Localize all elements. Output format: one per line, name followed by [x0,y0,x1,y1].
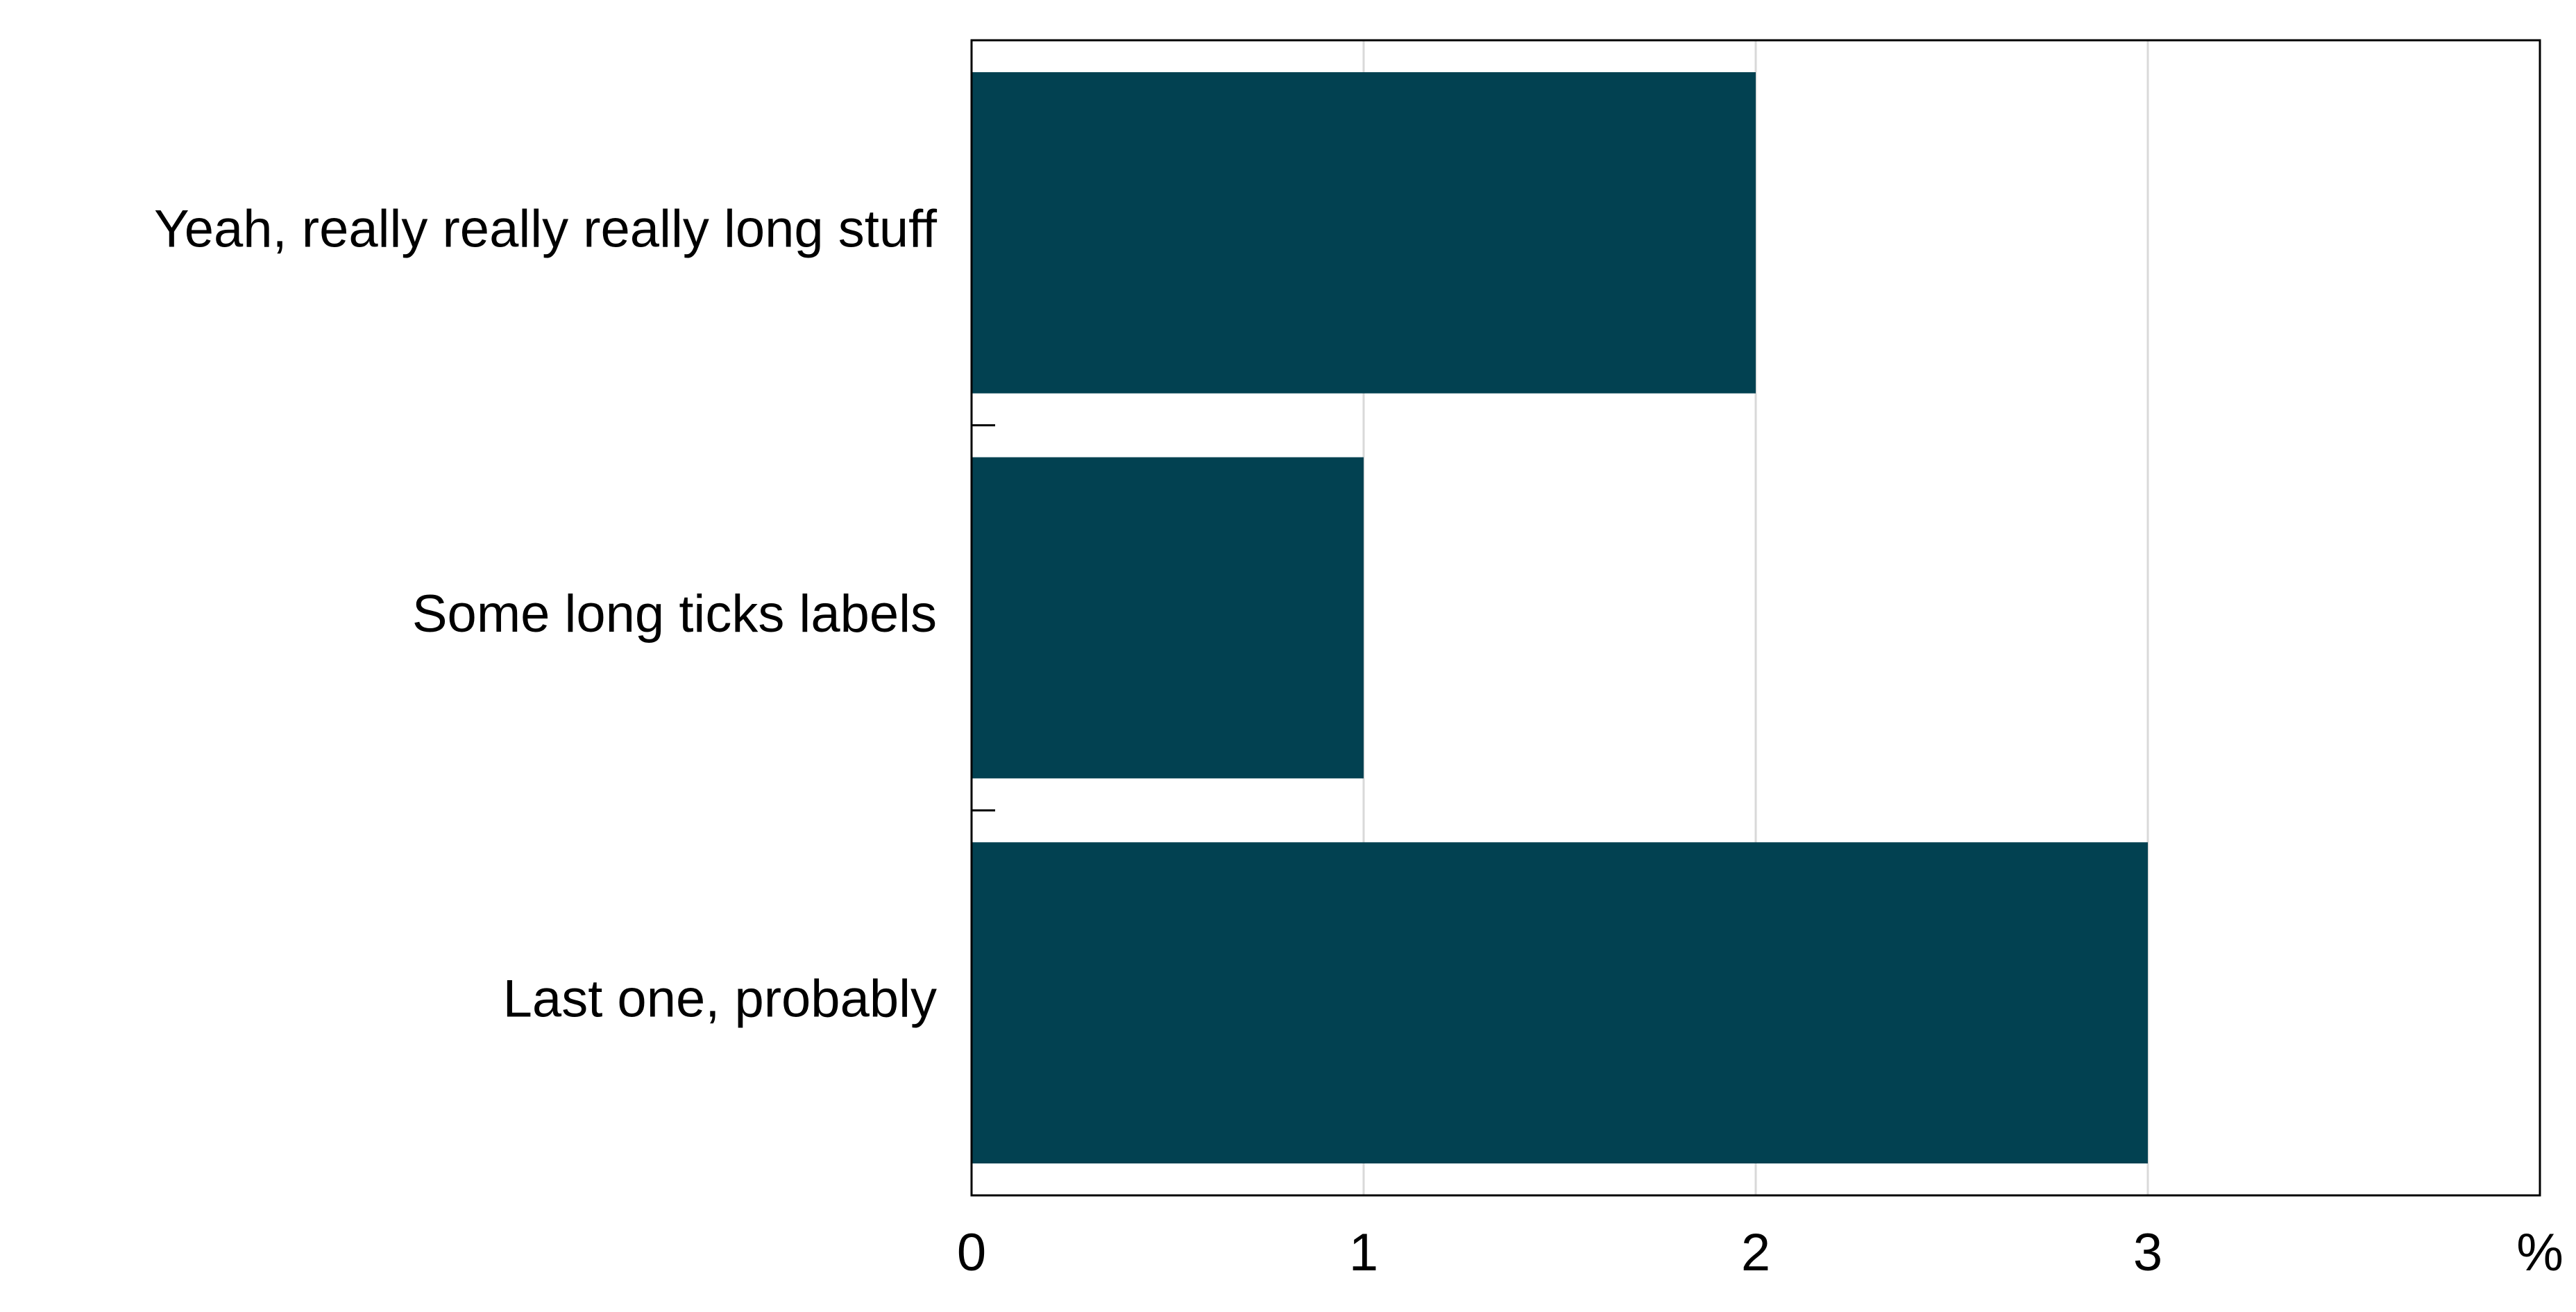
category-label-1: Some long ticks labels [412,584,937,644]
labels: Yeah, really really really long stuff Som… [154,199,2564,1282]
bar-2 [972,842,2148,1163]
x-tick-label-3: 3 [2133,1223,2162,1282]
x-unit-label: % [2516,1223,2564,1282]
bar-0 [972,72,1756,394]
category-label-2: Last one, probably [503,970,937,1029]
x-tick-label-2: 2 [1741,1223,1770,1282]
category-label-0: Yeah, really really really long stuff [154,199,938,258]
plot-frame [970,39,2541,1197]
bar-1 [972,457,1364,779]
bars [972,72,2148,1163]
x-tick-label-0: 0 [957,1223,986,1282]
x-tick-label-1: 1 [1349,1223,1378,1282]
axes [970,39,2541,1197]
